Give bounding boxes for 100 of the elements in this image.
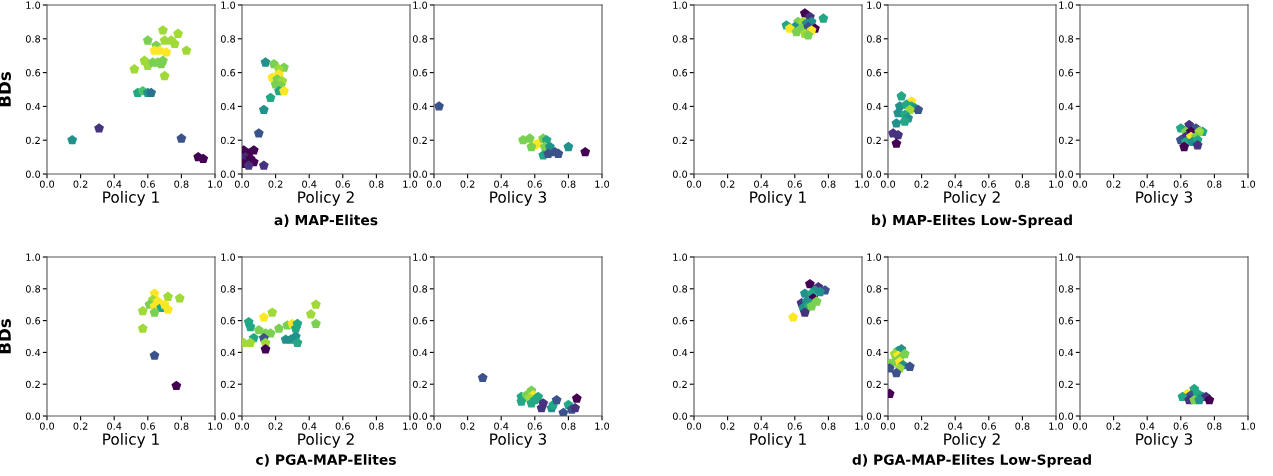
- y-tick-label: 0.4: [866, 102, 882, 111]
- point: [243, 160, 254, 170]
- y-tick-label: 0.8: [412, 285, 428, 293]
- x-tick-label: 1.0: [855, 422, 870, 430]
- x-tick-label: 1.0: [595, 422, 610, 430]
- point: [1204, 394, 1215, 405]
- x-tick-label: 1.0: [1241, 422, 1256, 430]
- y-tick-label: 0.4: [672, 102, 688, 111]
- y-tick-label: 1.0: [221, 1, 236, 9]
- x-tick-label: 0.8: [561, 180, 576, 188]
- point: [913, 104, 924, 114]
- x-tick-label: 0.2: [73, 180, 88, 188]
- y-tick-label: 0.0: [866, 170, 882, 178]
- x-tick-label: 0.2: [1106, 422, 1121, 430]
- point: [563, 141, 574, 152]
- x-tick-label: 0.6: [335, 422, 350, 430]
- y-tick-label: 0.2: [866, 380, 881, 389]
- x-tick-label: 0.0: [686, 180, 702, 188]
- x-tick-label: 0.4: [1140, 180, 1155, 188]
- x-tick-label: 0.0: [1072, 422, 1088, 430]
- x-tick-label: 0.2: [914, 180, 929, 188]
- text: b) MAP-Elites Low-Spread: [872, 214, 1072, 228]
- y-tick-label: 0.4: [672, 348, 688, 357]
- point: [896, 91, 907, 101]
- point: [305, 309, 316, 319]
- x-tick-label: 0.6: [335, 180, 350, 188]
- y-tick-label: 0.2: [220, 136, 235, 145]
- y-tick-label: 1.0: [1059, 253, 1074, 261]
- y-tick-label: 0.8: [220, 285, 236, 293]
- y-tick-label: 0.6: [866, 69, 882, 77]
- y-tick-label: 0.6: [412, 317, 428, 325]
- x-axis-title: Policy 2: [944, 433, 1000, 448]
- text: c) PGA-MAP-Elites: [256, 454, 396, 467]
- y-tick-label: 0.6: [25, 317, 41, 325]
- y-tick-label: 0.2: [25, 136, 40, 145]
- y-tick-label: 0.4: [220, 348, 236, 357]
- y-tick-label: 0.2: [412, 380, 427, 389]
- point: [267, 307, 278, 317]
- y-tick-label: 0.6: [220, 317, 236, 325]
- point: [1177, 391, 1188, 402]
- point: [891, 118, 902, 128]
- y-tick-label: 0.4: [1058, 102, 1074, 111]
- y-tick-label: 1.0: [26, 253, 41, 261]
- point: [146, 87, 157, 98]
- y-tick-label: 0.6: [220, 69, 236, 77]
- x-tick-label: 0.4: [948, 180, 963, 188]
- point: [815, 286, 825, 297]
- x-tick-label: 0.6: [981, 180, 996, 188]
- y-tick-label: 0.0: [220, 412, 236, 420]
- x-tick-label: 0.2: [1106, 180, 1121, 188]
- point: [163, 291, 173, 301]
- y-tick-label: 0.0: [672, 412, 688, 420]
- point: [311, 299, 321, 309]
- point: [171, 380, 182, 390]
- point: [803, 30, 814, 40]
- point: [1179, 141, 1190, 152]
- point: [570, 402, 581, 413]
- y-tick-label: 0.2: [672, 380, 687, 389]
- point: [142, 35, 153, 45]
- x-tick-label: 0.2: [460, 422, 475, 430]
- point: [94, 123, 104, 133]
- x-tick-label: 0.4: [494, 180, 509, 188]
- point: [67, 135, 78, 145]
- point: [158, 55, 168, 65]
- x-tick-label: 0.0: [39, 180, 55, 188]
- point: [169, 38, 180, 49]
- point: [260, 344, 271, 354]
- x-tick-label: 1.0: [1241, 180, 1256, 188]
- x-tick-label: 1.0: [403, 422, 418, 430]
- y-tick-label: 0.8: [672, 35, 688, 43]
- y-tick-label: 0.8: [220, 35, 236, 43]
- y-tick-label: 0.0: [1058, 170, 1074, 178]
- x-tick-label: 0.4: [107, 422, 122, 430]
- point: [580, 146, 591, 157]
- y-tick-label: 0.2: [412, 136, 427, 145]
- y-tick-label: 0.6: [866, 317, 882, 325]
- point: [274, 323, 284, 333]
- point: [258, 312, 269, 322]
- point: [434, 101, 444, 111]
- point: [553, 148, 564, 158]
- x-tick-label: 0.2: [720, 180, 735, 188]
- point: [526, 398, 537, 408]
- y-tick-label: 0.4: [25, 348, 41, 357]
- point: [161, 47, 172, 57]
- point: [137, 323, 148, 333]
- x-tick-label: 0.4: [494, 422, 509, 430]
- y-tick-label: 0.0: [1058, 412, 1074, 420]
- y-tick-label: 1.0: [867, 253, 882, 261]
- y-tick-label: 0.0: [220, 170, 236, 178]
- x-tick-label: 0.0: [234, 180, 250, 188]
- x-tick-label: 0.0: [426, 180, 442, 188]
- x-tick-label: 0.6: [527, 422, 542, 430]
- y-tick-label: 0.2: [1058, 380, 1073, 389]
- point: [805, 278, 815, 289]
- x-tick-label: 0.8: [174, 180, 189, 188]
- x-tick-label: 0.2: [720, 422, 735, 430]
- x-tick-label: 0.4: [754, 422, 769, 430]
- x-axis-title: Policy 3: [1136, 433, 1193, 448]
- y-tick-label: 1.0: [413, 1, 428, 9]
- point: [265, 92, 276, 103]
